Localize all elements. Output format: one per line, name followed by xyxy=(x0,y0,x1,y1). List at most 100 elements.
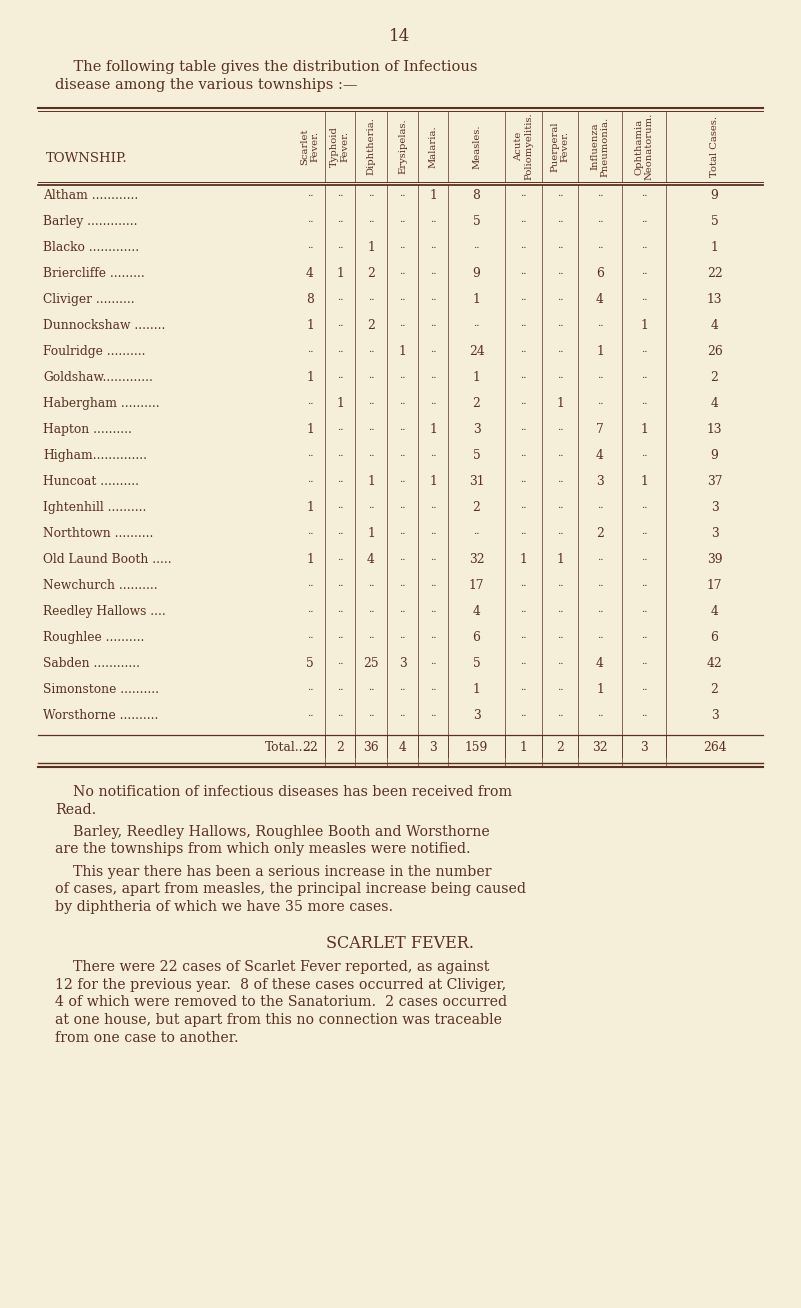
Text: ..: .. xyxy=(430,449,437,458)
Text: ..: .. xyxy=(521,475,527,484)
Text: 1: 1 xyxy=(473,293,481,306)
Text: 1: 1 xyxy=(520,742,527,753)
Text: 3: 3 xyxy=(473,422,481,436)
Text: ..: .. xyxy=(430,215,437,224)
Text: ..: .. xyxy=(399,683,406,692)
Text: ..: .. xyxy=(430,267,437,276)
Text: 32: 32 xyxy=(469,553,485,566)
Text: ..: .. xyxy=(307,527,313,536)
Text: ..: .. xyxy=(368,215,374,224)
Text: 13: 13 xyxy=(706,422,723,436)
Text: ..: .. xyxy=(336,630,344,640)
Text: Newchurch ..........: Newchurch .......... xyxy=(43,579,158,593)
Text: ..: .. xyxy=(336,579,344,589)
Text: ..: .. xyxy=(597,606,603,613)
Text: 1: 1 xyxy=(306,553,314,566)
Text: ..: .. xyxy=(597,241,603,250)
Text: 1: 1 xyxy=(596,683,604,696)
Text: ..: .. xyxy=(430,606,437,613)
Text: 6: 6 xyxy=(596,267,604,280)
Text: ..: .. xyxy=(641,215,647,224)
Text: ..: .. xyxy=(399,709,406,718)
Text: ..: .. xyxy=(597,371,603,381)
Text: The following table gives the distribution of Infectious: The following table gives the distributi… xyxy=(55,60,477,75)
Text: ..: .. xyxy=(557,293,563,302)
Text: ..: .. xyxy=(597,709,603,718)
Text: ..: .. xyxy=(336,345,344,354)
Text: ..: .. xyxy=(368,345,374,354)
Text: at one house, but apart from this no connection was traceable: at one house, but apart from this no con… xyxy=(55,1012,502,1027)
Text: ..: .. xyxy=(307,215,313,224)
Text: Hapton ..........: Hapton .......... xyxy=(43,422,132,436)
Text: ..: .. xyxy=(521,241,527,250)
Text: Roughlee ..........: Roughlee .......... xyxy=(43,630,144,644)
Text: ..: .. xyxy=(521,398,527,405)
Text: ..: .. xyxy=(521,683,527,692)
Text: Ightenhill ..........: Ightenhill .......... xyxy=(43,501,147,514)
Text: Northtown ..........: Northtown .......... xyxy=(43,527,153,540)
Text: disease among the various townships :—: disease among the various townships :— xyxy=(55,78,357,92)
Text: 1: 1 xyxy=(367,527,375,540)
Text: 1: 1 xyxy=(520,553,527,566)
Text: 3: 3 xyxy=(710,527,718,540)
Text: ..: .. xyxy=(307,683,313,692)
Text: ..: .. xyxy=(597,319,603,328)
Text: ..: .. xyxy=(368,579,374,589)
Text: ..: .. xyxy=(399,579,406,589)
Text: 9: 9 xyxy=(710,188,718,201)
Text: 26: 26 xyxy=(706,345,723,358)
Text: 4: 4 xyxy=(710,398,718,409)
Text: 3: 3 xyxy=(640,742,648,753)
Text: ..: .. xyxy=(368,630,374,640)
Text: ..: .. xyxy=(399,371,406,381)
Text: ..: .. xyxy=(641,398,647,405)
Text: ..: .. xyxy=(307,241,313,250)
Text: 1: 1 xyxy=(596,345,604,358)
Text: ..: .. xyxy=(641,683,647,692)
Text: 31: 31 xyxy=(469,475,485,488)
Text: 1: 1 xyxy=(473,683,481,696)
Text: ..: .. xyxy=(307,398,313,405)
Text: 3: 3 xyxy=(473,709,481,722)
Text: ..: .. xyxy=(597,188,603,198)
Text: ..: .. xyxy=(557,527,563,536)
Text: ..: .. xyxy=(368,371,374,381)
Text: ..: .. xyxy=(430,657,437,666)
Text: ..: .. xyxy=(399,422,406,432)
Text: ..: .. xyxy=(521,422,527,432)
Text: ..: .. xyxy=(430,345,437,354)
Text: ..: .. xyxy=(597,553,603,562)
Text: 5: 5 xyxy=(306,657,314,670)
Text: 9: 9 xyxy=(473,267,481,280)
Text: ..: .. xyxy=(430,319,437,328)
Text: TOWNSHIP.: TOWNSHIP. xyxy=(46,152,127,165)
Text: ..: .. xyxy=(557,630,563,640)
Text: ..: .. xyxy=(399,501,406,510)
Text: ..: .. xyxy=(557,606,563,613)
Text: ..: .. xyxy=(597,579,603,589)
Text: ..: .. xyxy=(307,606,313,613)
Text: Puerperal
Fever.: Puerperal Fever. xyxy=(550,122,570,171)
Text: Ophthamia
Neonatorum.: Ophthamia Neonatorum. xyxy=(634,112,654,181)
Text: ..: .. xyxy=(557,241,563,250)
Text: 22: 22 xyxy=(302,742,318,753)
Text: ..: .. xyxy=(521,501,527,510)
Text: ..: .. xyxy=(557,371,563,381)
Text: ..: .. xyxy=(641,188,647,198)
Text: are the townships from which only measles were notified.: are the townships from which only measle… xyxy=(55,842,471,857)
Text: Old Laund Booth .....: Old Laund Booth ..... xyxy=(43,553,171,566)
Text: 1: 1 xyxy=(556,398,564,409)
Text: 4: 4 xyxy=(473,606,481,617)
Text: 12 for the previous year.  8 of these cases occurred at Cliviger,: 12 for the previous year. 8 of these cas… xyxy=(55,978,506,991)
Text: 1: 1 xyxy=(640,319,648,332)
Text: ..: .. xyxy=(641,606,647,613)
Text: 24: 24 xyxy=(469,345,485,358)
Text: Malaria.: Malaria. xyxy=(429,126,437,167)
Text: 4 of which were removed to the Sanatorium.  2 cases occurred: 4 of which were removed to the Sanatoriu… xyxy=(55,995,507,1010)
Text: ..: .. xyxy=(641,579,647,589)
Text: Dunnockshaw ........: Dunnockshaw ........ xyxy=(43,319,165,332)
Text: ..: .. xyxy=(473,527,480,536)
Text: Measles.: Measles. xyxy=(472,124,481,169)
Text: ..: .. xyxy=(430,553,437,562)
Text: SCARLET FEVER.: SCARLET FEVER. xyxy=(326,934,474,951)
